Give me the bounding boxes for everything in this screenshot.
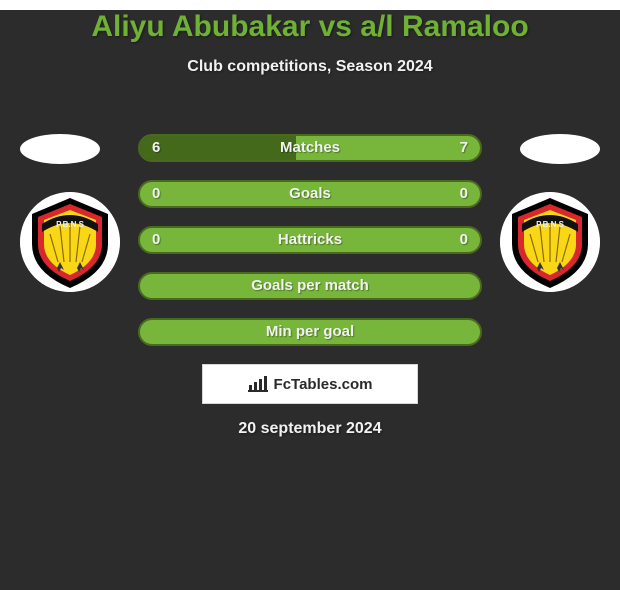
stat-bar-left: [140, 136, 296, 160]
svg-text:P.B.N.S: P.B.N.S: [536, 220, 565, 229]
stat-row: Matches67: [138, 134, 482, 162]
stat-bar-track: [138, 318, 482, 346]
brand-badge: FcTables.com: [202, 364, 418, 404]
country-flag-left: [20, 134, 100, 164]
stat-row: Goals00: [138, 180, 482, 208]
svg-text:P.B.N.S: P.B.N.S: [56, 220, 85, 229]
country-flag-right: [520, 134, 600, 164]
club-logo-left: P.B.N.S: [20, 192, 120, 292]
brand-label: FcTables.com: [274, 376, 373, 393]
stat-bar-track: [138, 180, 482, 208]
chart-icon: [248, 376, 268, 392]
stat-row: Goals per match: [138, 272, 482, 300]
stat-bar-right: [296, 136, 480, 160]
page-subtitle: Club competitions, Season 2024: [0, 58, 620, 76]
stat-bar-track: [138, 272, 482, 300]
stats-bars: Matches67 Goals00 Hattricks00 Goals per mat…: [138, 134, 482, 364]
stat-bar-track: [138, 226, 482, 254]
infographic-date: 20 september 2024: [0, 420, 620, 438]
comparison-infographic: Aliyu Abubakar vs a/l Ramaloo Club compe…: [0, 10, 620, 590]
club-logo-right: P.B.N.S: [500, 192, 600, 292]
page-title: Aliyu Abubakar vs a/l Ramaloo: [0, 10, 620, 44]
stat-bar-track: [138, 134, 482, 162]
stat-row: Min per goal: [138, 318, 482, 346]
stat-row: Hattricks00: [138, 226, 482, 254]
